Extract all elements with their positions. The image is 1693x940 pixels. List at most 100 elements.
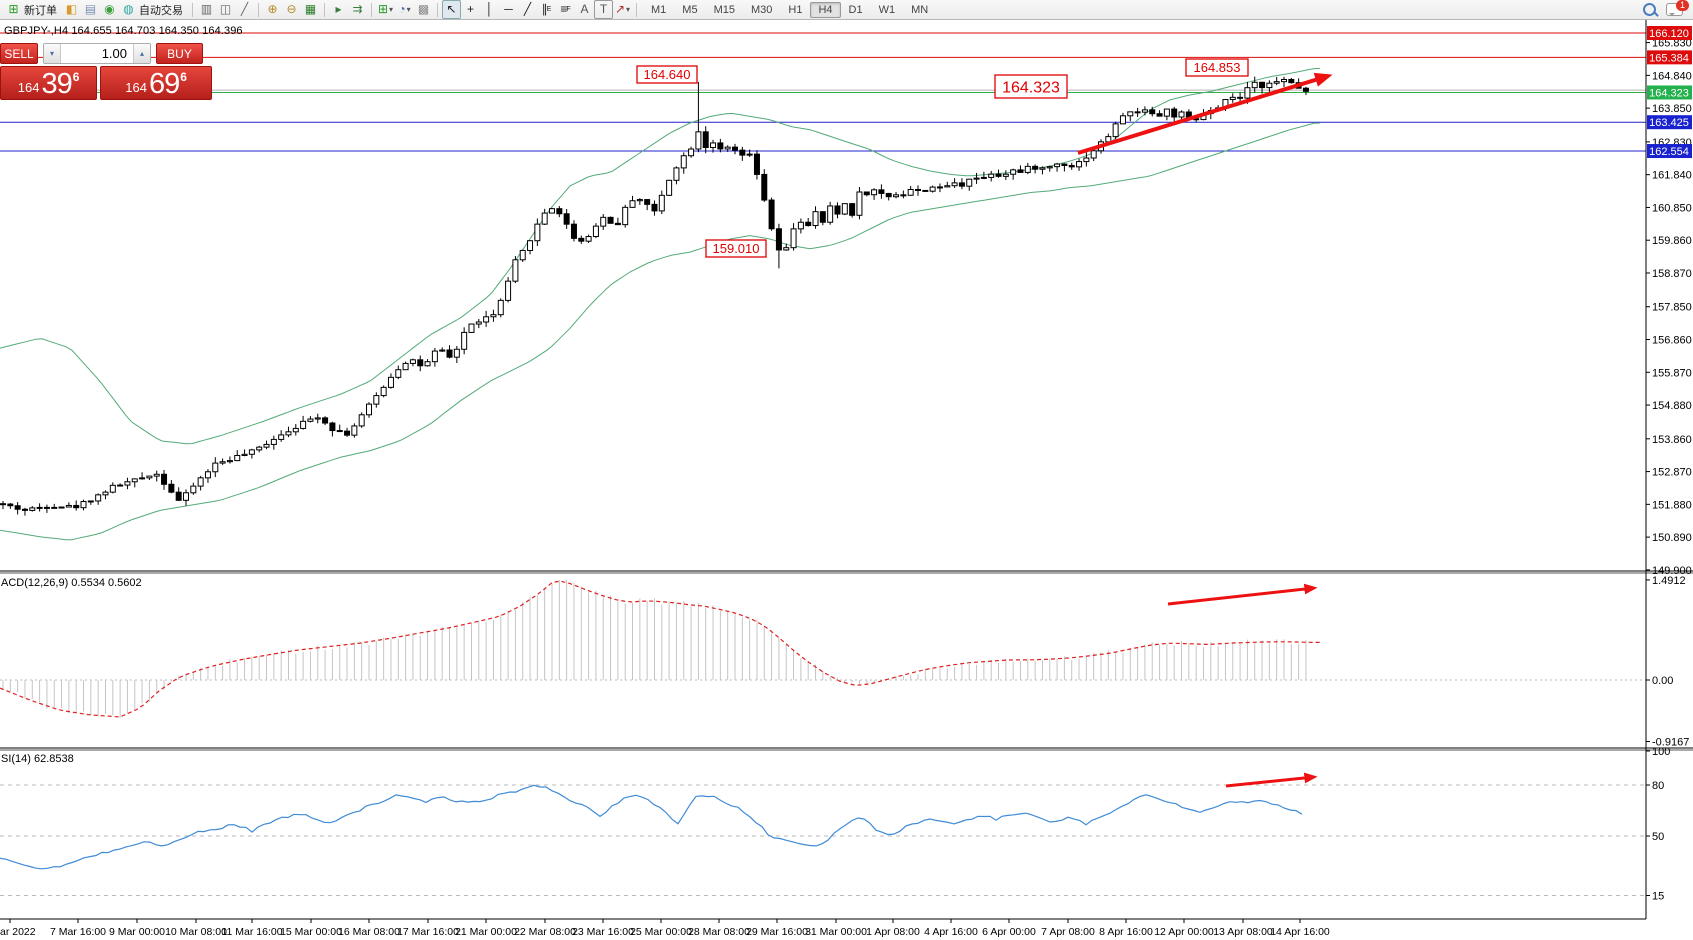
svg-text:1 Apr 08:00: 1 Apr 08:00 xyxy=(866,926,920,938)
svg-text:159.860: 159.860 xyxy=(1652,235,1692,247)
trendline-tool-icon[interactable]: ╱ xyxy=(523,2,532,16)
svg-text:1.4912: 1.4912 xyxy=(1652,575,1686,587)
svg-text:150.890: 150.890 xyxy=(1652,532,1692,544)
svg-text:13 Apr 08:00: 13 Apr 08:00 xyxy=(1213,926,1273,938)
cursor-tool-icon[interactable]: ↖ xyxy=(442,0,461,19)
svg-text:153.860: 153.860 xyxy=(1652,434,1692,446)
svg-text:157.850: 157.850 xyxy=(1652,302,1692,314)
timeframe-button-m5[interactable]: M5 xyxy=(682,3,698,16)
search-icon[interactable] xyxy=(1643,3,1656,16)
price-axis[interactable]: 165.830164.840163.850162.830161.840160.8… xyxy=(1645,20,1692,919)
svg-text:21 Mar 00:00: 21 Mar 00:00 xyxy=(455,926,517,938)
timeframe-button-w1[interactable]: W1 xyxy=(878,3,896,16)
price-annotations[interactable]: 164.640 164.323 164.853 159.010 xyxy=(636,58,1249,258)
svg-text:50: 50 xyxy=(1652,831,1664,843)
zoom-in-icon[interactable]: ⊕ xyxy=(267,2,278,16)
main-toolbar: ⊞ 新订单 ◧ ▤ ◉ ◍ 自动交易 ▥ ◫ ╱ ⊕ ⊖ ▦ ▸ ⇉ ⊞ ▾ ◔ ▾… xyxy=(0,0,1693,20)
volume-decrease-button[interactable]: ▾ xyxy=(44,44,61,63)
timeframe-button-d1[interactable]: D1 xyxy=(848,3,863,16)
volume-stepper: ▾ ▴ xyxy=(43,43,151,64)
zoom-out-icon[interactable]: ⊖ xyxy=(286,2,297,16)
svg-text:6 Apr 00:00: 6 Apr 00:00 xyxy=(982,926,1036,938)
svg-text:166.120: 166.120 xyxy=(1649,28,1689,40)
svg-text:164.840: 164.840 xyxy=(1652,70,1692,82)
auto-trading-label[interactable]: 自动交易 xyxy=(139,4,183,17)
svg-text:7 Apr 08:00: 7 Apr 08:00 xyxy=(1041,926,1095,938)
svg-text:15: 15 xyxy=(1652,891,1664,903)
toolbar-separator xyxy=(258,2,259,17)
timeframe-button-mn[interactable]: MN xyxy=(911,3,929,16)
chart-window[interactable]: ACD(12,26,9) 0.5534 0.5602 SI(14) 62.8538… xyxy=(0,20,1693,940)
signal-icon[interactable]: ◉ xyxy=(104,2,115,16)
svg-text:164.323: 164.323 xyxy=(1649,87,1689,99)
svg-text:165.830: 165.830 xyxy=(1652,38,1692,50)
indicators-icon[interactable]: ⊞ ▾ xyxy=(377,2,394,16)
profiles-icon[interactable]: ▤ xyxy=(84,2,97,16)
vertical-line-tool-icon[interactable]: │ xyxy=(485,2,494,16)
chart-shift-icon[interactable]: ⇉ xyxy=(352,2,363,16)
styles-bucket-icon[interactable]: ◧ xyxy=(65,2,78,16)
fibonacci-tool-icon[interactable]: ≡ F xyxy=(560,2,571,16)
svg-text:100: 100 xyxy=(1652,746,1670,758)
timeframe-button-m1[interactable]: M1 xyxy=(651,3,667,16)
text-label-tool-icon[interactable]: T xyxy=(594,0,613,19)
sell-button[interactable]: SELL xyxy=(0,43,38,64)
macd-signal-line xyxy=(0,580,1320,718)
sell-price[interactable]: 164 39 6 xyxy=(0,66,98,100)
price-chart[interactable]: ACD(12,26,9) 0.5534 0.5602 SI(14) 62.8538… xyxy=(0,20,1693,940)
chat-icon[interactable]: 1 xyxy=(1666,0,1689,16)
svg-text:80: 80 xyxy=(1652,780,1664,792)
svg-text:28 Mar 08:00: 28 Mar 08:00 xyxy=(688,926,750,938)
auto-scroll-icon[interactable]: ▸ xyxy=(335,2,342,16)
macd-label: ACD(12,26,9) 0.5534 0.5602 xyxy=(1,577,142,589)
horizontal-level-lines[interactable] xyxy=(0,32,1646,152)
svg-text:158.870: 158.870 xyxy=(1652,268,1692,280)
candlestick-chart-icon[interactable]: ◫ xyxy=(219,2,232,16)
svg-text:152.870: 152.870 xyxy=(1652,467,1692,479)
bar-chart-icon[interactable]: ▥ xyxy=(200,2,213,16)
trend-arrows[interactable] xyxy=(1077,72,1333,788)
buy-price[interactable]: 164 69 6 xyxy=(100,66,212,100)
macd-indicator: ACD(12,26,9) 0.5534 0.5602 xyxy=(0,577,1646,718)
line-chart-icon[interactable]: ╱ xyxy=(240,2,249,16)
new-order-icon[interactable]: ⊞ xyxy=(8,2,19,16)
svg-text:15 Mar 00:00: 15 Mar 00:00 xyxy=(280,926,342,938)
toolbar-separator xyxy=(437,2,438,17)
svg-text:12 Apr 00:00: 12 Apr 00:00 xyxy=(1154,926,1214,938)
templates-icon[interactable]: ▩ xyxy=(417,2,430,16)
text-tool-icon[interactable]: A xyxy=(580,2,589,16)
arrows-tool-icon[interactable]: ↗ ▾ xyxy=(614,2,631,16)
svg-text:160.850: 160.850 xyxy=(1652,202,1692,214)
timeframe-group: M1 M5 M15 M30 H1 H4 D1 W1 MN xyxy=(643,1,936,18)
svg-text:22 Mar 08:00: 22 Mar 08:00 xyxy=(514,926,576,938)
volume-increase-button[interactable]: ▴ xyxy=(133,44,150,63)
time-axis[interactable]: ar 2022 7 Mar 16:00 9 Mar 00:00 10 Mar 08:0… xyxy=(0,918,1646,938)
auto-trading-icon[interactable]: ◍ xyxy=(123,2,134,16)
svg-text:29 Mar 16:00: 29 Mar 16:00 xyxy=(746,926,808,938)
timeframe-button-h4[interactable]: H4 xyxy=(810,1,841,18)
svg-text:155.870: 155.870 xyxy=(1652,367,1692,379)
equidistant-channel-tool-icon[interactable]: ∥ E xyxy=(541,2,552,16)
svg-text:7 Mar 16:00: 7 Mar 16:00 xyxy=(50,926,106,938)
svg-text:0.00: 0.00 xyxy=(1652,675,1673,687)
periods-clock-icon[interactable]: ◔ ▾ xyxy=(398,2,411,16)
timeframe-button-h1[interactable]: H1 xyxy=(788,3,803,16)
chevron-down-icon: ▾ xyxy=(389,5,394,14)
tile-windows-icon[interactable]: ▦ xyxy=(304,2,317,16)
svg-text:149.900: 149.900 xyxy=(1652,565,1692,577)
buy-button[interactable]: BUY xyxy=(156,43,203,64)
chevron-down-icon: ▾ xyxy=(406,5,411,14)
svg-text:25 Mar 00:00: 25 Mar 00:00 xyxy=(630,926,692,938)
timeframe-button-m15[interactable]: M15 xyxy=(713,3,735,16)
svg-text:-0.9167: -0.9167 xyxy=(1652,737,1689,749)
timeframe-button-m30[interactable]: M30 xyxy=(750,3,773,16)
crosshair-tool-icon[interactable]: + xyxy=(466,2,474,16)
toolbar-separator xyxy=(192,2,193,17)
horizontal-line-tool-icon[interactable]: ─ xyxy=(504,2,513,16)
svg-text:11 Mar 16:00: 11 Mar 16:00 xyxy=(221,926,282,938)
volume-input[interactable] xyxy=(61,44,133,63)
new-order-label[interactable]: 新订单 xyxy=(24,4,57,17)
svg-text:164.323: 164.323 xyxy=(1002,79,1060,96)
svg-text:164.640: 164.640 xyxy=(644,67,691,82)
